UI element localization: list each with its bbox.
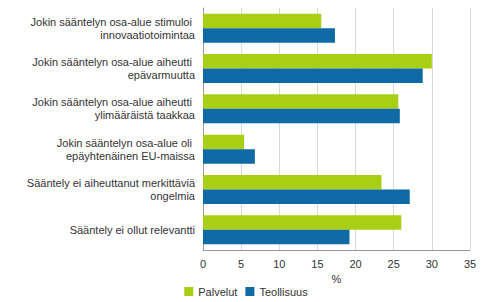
svg-text:ylimääräistä taakkaa: ylimääräistä taakkaa xyxy=(95,109,196,121)
svg-text:0: 0 xyxy=(200,258,206,270)
svg-text:epäyhtenäinen EU-maissa: epäyhtenäinen EU-maissa xyxy=(66,150,196,162)
svg-text:Sääntely ei aiheuttanut merkit: Sääntely ei aiheuttanut merkittäviä xyxy=(27,177,196,189)
svg-text:innovaatiotoimintaa: innovaatiotoimintaa xyxy=(100,29,196,41)
svg-text:10: 10 xyxy=(273,258,285,270)
svg-text:35: 35 xyxy=(464,258,476,270)
svg-text:Sääntely ei ollut relevantti: Sääntely ei ollut relevantti xyxy=(70,224,195,236)
svg-text:Palvelut: Palvelut xyxy=(198,286,237,298)
svg-text:Teollisuus: Teollisuus xyxy=(259,286,308,298)
svg-text:15: 15 xyxy=(311,258,323,270)
svg-text:Jokin sääntelyn osa-alue stimu: Jokin sääntelyn osa-alue stimuloi xyxy=(31,16,195,28)
svg-text:Jokin sääntelyn osa-alue aiheu: Jokin sääntelyn osa-alue aiheutti xyxy=(32,96,195,108)
svg-text:ongelmia: ongelmia xyxy=(147,190,196,202)
svg-text:30: 30 xyxy=(426,258,438,270)
svg-text:25: 25 xyxy=(388,258,400,270)
svg-text:Jokin sääntelyn osa-alue aiheu: Jokin sääntelyn osa-alue aiheutti xyxy=(32,56,195,68)
svg-text:5: 5 xyxy=(238,258,244,270)
svg-text:epävarmuutta: epävarmuutta xyxy=(128,69,196,81)
svg-text:Jokin sääntelyn osa-alue oli: Jokin sääntelyn osa-alue oli xyxy=(57,137,195,149)
svg-text:%: % xyxy=(332,273,342,285)
svg-text:20: 20 xyxy=(349,258,361,270)
